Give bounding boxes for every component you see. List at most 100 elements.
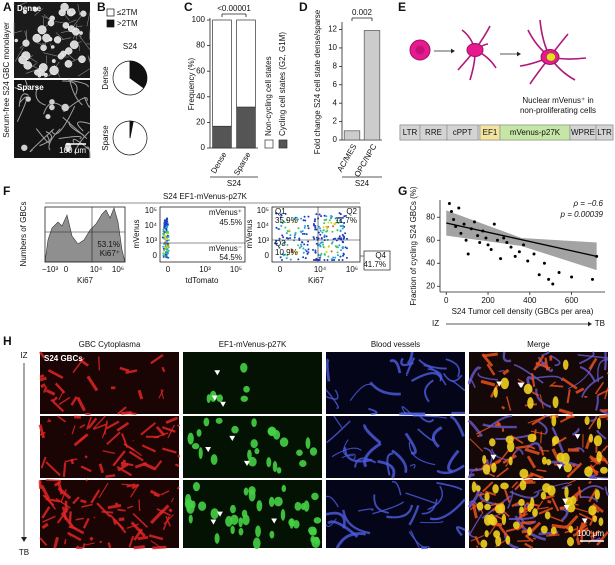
vessel bbox=[535, 388, 552, 409]
x-tick-label: 600 bbox=[565, 296, 579, 305]
event-dot bbox=[342, 254, 345, 257]
gate-percent: 45.5% bbox=[219, 218, 242, 227]
data-point bbox=[526, 259, 530, 263]
data-point bbox=[509, 245, 513, 249]
event-dot bbox=[307, 248, 310, 251]
vessel bbox=[442, 373, 463, 382]
construct-element bbox=[595, 124, 614, 141]
neurite bbox=[50, 105, 76, 135]
neurite bbox=[85, 146, 91, 159]
event-dot bbox=[305, 250, 308, 253]
bar-segment bbox=[212, 19, 232, 127]
histogram-fill bbox=[44, 207, 126, 263]
event-dot bbox=[304, 224, 307, 227]
event-dot bbox=[312, 224, 315, 227]
cell-process bbox=[42, 494, 55, 506]
gate-percent: 53.1% bbox=[97, 240, 120, 249]
y-axis-label: Numbers of GBCs bbox=[19, 202, 28, 267]
group-label: S24 bbox=[227, 179, 242, 188]
event-dot bbox=[167, 244, 170, 247]
event-dot bbox=[319, 227, 322, 230]
panel-label: H bbox=[3, 334, 12, 348]
event-dot bbox=[275, 226, 278, 229]
nucleus bbox=[500, 482, 509, 490]
vessel bbox=[604, 486, 609, 496]
event-dot bbox=[322, 229, 325, 232]
micrograph bbox=[40, 416, 179, 478]
y-tick-label: 10⁵ bbox=[145, 206, 157, 215]
cell-process bbox=[469, 438, 484, 452]
event-dot bbox=[293, 239, 296, 242]
event-dot bbox=[278, 228, 281, 231]
vessel bbox=[468, 513, 484, 537]
cell-process bbox=[116, 465, 133, 477]
event-dot bbox=[167, 230, 169, 233]
cell-process bbox=[477, 434, 480, 438]
pie-wedge bbox=[129, 120, 134, 139]
cell-process bbox=[470, 535, 485, 542]
cell-process bbox=[90, 489, 101, 504]
neurite bbox=[68, 79, 89, 88]
nucleus bbox=[251, 418, 257, 427]
event-dot bbox=[278, 246, 281, 249]
neurite bbox=[34, 8, 44, 16]
nucleus bbox=[487, 514, 496, 525]
event-dot bbox=[319, 229, 322, 232]
cell-process bbox=[41, 506, 51, 519]
nucleus bbox=[190, 500, 196, 509]
vessel bbox=[405, 357, 416, 377]
cell-process bbox=[127, 505, 134, 509]
quadrant-box bbox=[363, 250, 391, 271]
y-tick-label: 10 bbox=[328, 43, 337, 52]
y-tick-label: 6 bbox=[333, 80, 338, 89]
event-dot bbox=[306, 224, 309, 227]
event-dot bbox=[285, 219, 288, 222]
cell-process bbox=[524, 542, 533, 549]
cell-process bbox=[517, 378, 525, 384]
vessel bbox=[410, 530, 421, 549]
nucleus bbox=[188, 514, 193, 524]
nucleus bbox=[240, 395, 249, 402]
nucleus bbox=[238, 517, 243, 528]
quadrant-percent: 41.7% bbox=[363, 260, 386, 269]
cell-process bbox=[105, 474, 116, 478]
x-tick-label: −10³ bbox=[42, 265, 59, 274]
event-dot bbox=[165, 226, 167, 229]
nucleus bbox=[527, 433, 537, 443]
construct-label: EF1 bbox=[483, 128, 498, 137]
cell-process bbox=[158, 389, 164, 399]
event-dot bbox=[330, 258, 333, 261]
cell-process bbox=[93, 415, 106, 430]
neurite bbox=[77, 4, 81, 16]
event-dot bbox=[345, 247, 348, 250]
event-dot bbox=[332, 225, 335, 228]
cell-process bbox=[531, 391, 540, 397]
axis-label: IZ bbox=[20, 351, 27, 360]
cell-process bbox=[161, 426, 176, 433]
event-dot bbox=[334, 256, 337, 259]
nucleus bbox=[309, 447, 318, 456]
vessel bbox=[408, 505, 420, 526]
neurite bbox=[14, 47, 24, 62]
event-dot bbox=[281, 252, 284, 255]
cell-body bbox=[64, 60, 73, 68]
quadrant-percent: 10.9% bbox=[275, 248, 298, 257]
vessel bbox=[331, 447, 362, 458]
cell-process bbox=[123, 443, 135, 452]
vessel bbox=[509, 490, 540, 499]
column-header: Merge bbox=[527, 340, 550, 349]
nucleus bbox=[196, 429, 202, 437]
y-tick-label: 10⁵ bbox=[257, 206, 269, 215]
cell-process bbox=[517, 540, 530, 542]
data-point bbox=[478, 241, 482, 245]
x-tick-label: Dense bbox=[209, 150, 229, 175]
cell-process bbox=[550, 384, 564, 388]
nucleus bbox=[247, 449, 252, 461]
nucleus bbox=[253, 537, 261, 550]
event-dot bbox=[330, 221, 333, 224]
cell-process bbox=[530, 430, 546, 435]
event-dot bbox=[340, 225, 343, 228]
cell-process bbox=[177, 424, 181, 427]
cell-process bbox=[142, 462, 156, 471]
